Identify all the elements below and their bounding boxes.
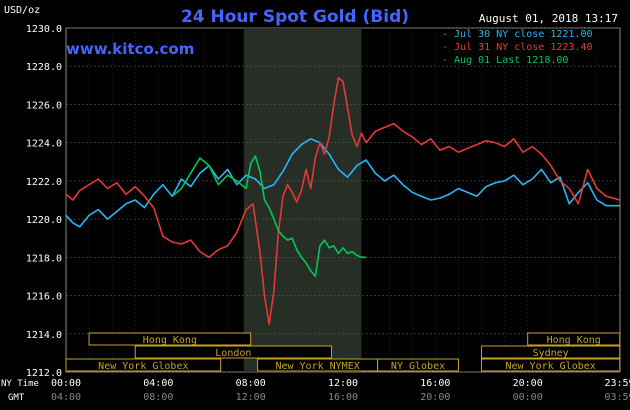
y-tick-label: 1224.0 [26, 139, 62, 150]
y-tick-label: 1222.0 [26, 177, 62, 188]
session-label: Hong Kong [547, 335, 601, 346]
x-tick-ny: 00:00 [51, 378, 81, 389]
x-label-gmt: GMT [8, 393, 25, 403]
session-box: Hong Kong [528, 333, 620, 346]
session-label: London [215, 348, 251, 359]
legend-entry: - Aug 01 Last 1218.00 [442, 55, 568, 66]
session-label: Hong Kong [143, 335, 197, 346]
y-tick-label: 1230.0 [26, 24, 62, 35]
y-tick-label: 1218.0 [26, 253, 62, 264]
session-label: New York NYMEX [275, 361, 359, 372]
x-tick-ny: 20:00 [513, 378, 543, 389]
session-box: Sydney [482, 346, 620, 359]
session-box: New York Globex [66, 359, 221, 372]
x-tick-ny: 12:00 [328, 378, 358, 389]
session-box: NY Globex [378, 359, 459, 372]
y-tick-label: 1214.0 [26, 330, 62, 341]
session-label: NY Globex [391, 361, 445, 372]
y-tick-label: 1216.0 [26, 292, 62, 303]
y-tick-label: 1220.0 [26, 215, 62, 226]
chart-title: 24 Hour Spot Gold (Bid) [181, 7, 409, 27]
x-tick-ny: 04:00 [143, 378, 173, 389]
x-tick-gmt: 08:00 [143, 392, 173, 403]
session-box: London [135, 346, 331, 359]
y-tick-label: 1226.0 [26, 100, 62, 111]
highlight-band [244, 28, 362, 372]
x-tick-gmt: 03:59 [604, 392, 630, 403]
legend-entry: - Jul 30 NY close 1221.00 [442, 29, 593, 40]
x-tick-gmt: 00:00 [513, 392, 543, 403]
session-label: New York Globex [505, 361, 595, 372]
session-box: New York Globex [482, 359, 620, 372]
timestamp: August 01, 2018 13:17 [479, 12, 618, 25]
x-tick-ny: 23:59 [604, 378, 630, 389]
session-label: New York Globex [98, 361, 188, 372]
session-box: New York NYMEX [258, 359, 378, 372]
y-tick-label: 1228.0 [26, 62, 62, 73]
x-tick-gmt: 12:00 [236, 392, 266, 403]
website-label: www.kitco.com [66, 40, 194, 58]
session-label: Sydney [533, 348, 569, 359]
legend-entry: - Jul 31 NY close 1223.40 [442, 42, 593, 53]
x-tick-gmt: 04:00 [51, 392, 81, 403]
plot-area: Hong Kong London New York Globex New York N… [66, 28, 620, 372]
session-box: Hong Kong [89, 333, 251, 346]
x-tick-gmt: 20:00 [420, 392, 450, 403]
units-label: USD/oz [4, 5, 40, 16]
x-tick-ny: 16:00 [420, 378, 450, 389]
x-tick-ny: 08:00 [236, 378, 266, 389]
x-label-ny: NY Time [1, 379, 39, 389]
x-tick-gmt: 16:00 [328, 392, 358, 403]
